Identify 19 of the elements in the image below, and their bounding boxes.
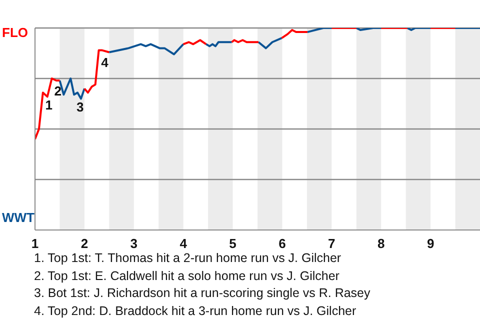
text: 3. Bot 1st: J. Richardson hit a run-scoring single vs R. Rasey (34, 285, 370, 302)
x-tick-label: 9 (426, 236, 434, 251)
annotation: 2 (54, 84, 62, 98)
text: 1. Top 1st: T. Thomas hit a 2-run home run vs J. Gilcher (34, 250, 342, 267)
x-tick-label: 7 (328, 236, 336, 251)
text: WWT (2, 210, 34, 225)
annotation: 3 (76, 100, 84, 115)
x-tick-label: 1 (31, 236, 39, 251)
text: 4. Top 2nd: D. Braddock hit a 3-run home run vs J. Gilcher (34, 302, 358, 320)
x-tick-label: 2 (80, 236, 88, 251)
x-tick-label: 6 (278, 236, 286, 251)
annotation: 1 (45, 98, 53, 113)
x-tick-label: 3 (130, 236, 138, 251)
x-tick-label: 4 (180, 236, 188, 251)
text: 2. Top 1st: E. Caldwell hit a solo home run vs J. Gilcher (34, 268, 340, 285)
x-tick-label: 8 (377, 236, 385, 251)
annotation: 4 (101, 55, 110, 70)
text: FLO (2, 25, 28, 40)
x-tick-label: 5 (229, 236, 236, 251)
